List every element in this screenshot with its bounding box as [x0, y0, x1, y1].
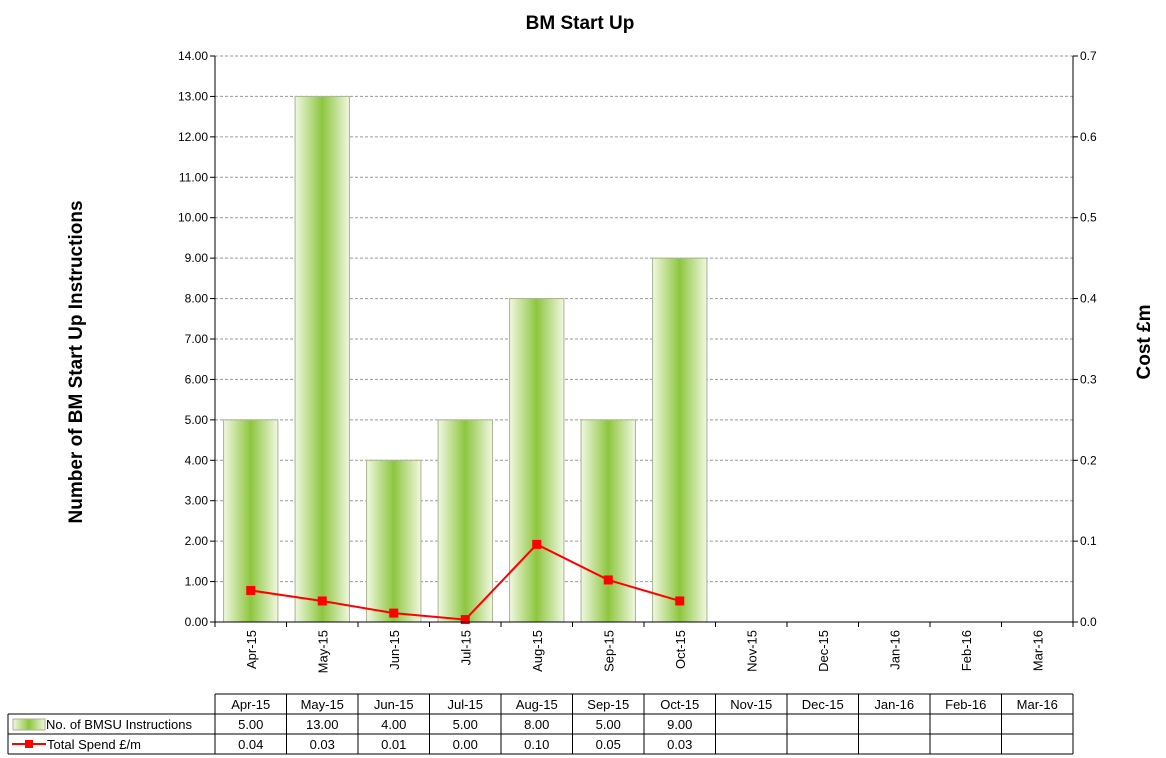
table-header-cell: May-15: [301, 697, 344, 712]
x-category-label: May-15: [315, 630, 330, 673]
left-tick-label: 11.00: [179, 170, 208, 184]
left-tick-label: 7.00: [185, 332, 209, 346]
table-header-cell: Sep-15: [587, 697, 629, 712]
left-tick-label: 0.00: [185, 615, 209, 629]
y-left-axis-title: Number of BM Start Up Instructions: [66, 200, 87, 523]
legend-bar-label: No. of BMSU Instructions: [46, 717, 192, 732]
table-header-cell: Dec-15: [802, 697, 844, 712]
chart-title: BM Start Up: [526, 13, 635, 34]
total-spend-marker: [532, 539, 542, 549]
bar-jul-15: [437, 419, 493, 623]
x-category-label: Jan-16: [887, 630, 902, 670]
table-header-cell: Apr-15: [231, 697, 270, 712]
right-tick-label: 0.2: [1080, 453, 1097, 467]
x-category-label: Aug-15: [530, 630, 545, 672]
x-category-label: Oct-15: [673, 630, 688, 669]
bars-series: [223, 95, 708, 623]
x-category-label: Apr-15: [244, 630, 259, 669]
left-tick-label: 13.00: [178, 89, 208, 103]
table-header-cell: Oct-15: [660, 697, 699, 712]
table-header-cell: Feb-16: [945, 697, 986, 712]
right-tick-label: 0.5: [1080, 211, 1097, 225]
bar-may-15: [294, 95, 350, 623]
left-tick-label: 5.00: [185, 413, 209, 427]
total-spend-marker: [460, 615, 470, 625]
table-value-cell: 0.04: [238, 737, 263, 752]
table-header-cell: Jan-16: [874, 697, 914, 712]
left-tick-label: 6.00: [185, 372, 209, 386]
table-header-cell: Mar-16: [1017, 697, 1058, 712]
bar-jun-15: [366, 459, 422, 623]
table-value-cell: 9.00: [667, 717, 692, 732]
table-value-cell: 0.03: [667, 737, 692, 752]
table-value-cell: 4.00: [381, 717, 406, 732]
left-tick-label: 9.00: [185, 251, 209, 265]
table-value-cell: 0.00: [453, 737, 478, 752]
left-tick-label: 12.00: [178, 130, 208, 144]
x-category-label: Nov-15: [744, 630, 759, 672]
table-value-cell: 5.00: [453, 717, 478, 732]
x-category-label: Dec-15: [816, 630, 831, 672]
total-spend-marker: [603, 575, 613, 585]
right-tick-label: 0.7: [1080, 49, 1097, 63]
gridlines: [215, 55, 1073, 583]
x-category-label: Jul-15: [458, 630, 473, 665]
y-right-axis-title: Cost £m: [1134, 305, 1155, 380]
table-value-cell: 8.00: [524, 717, 549, 732]
right-tick-label: 0.3: [1080, 372, 1097, 386]
legend-line-marker: [25, 740, 33, 748]
left-tick-label: 4.00: [185, 453, 209, 467]
axes: 0.00 1.00 2.00 3.00 4.00 5.00 6.00 7.00 8.00 9.00…: [178, 49, 1097, 673]
right-tick-label: 0.0: [1080, 615, 1097, 629]
right-tick-label: 0.4: [1080, 292, 1097, 306]
x-category-label: Sep-15: [601, 630, 616, 672]
legend-line-label: Total Spend £/m: [47, 737, 141, 752]
left-tick-label: 2.00: [185, 534, 209, 548]
total-spend-marker: [246, 585, 256, 595]
left-tick-label: 8.00: [185, 292, 209, 306]
table-header-cell: Jul-15: [448, 697, 483, 712]
table-value-cell: 0.03: [310, 737, 335, 752]
table-header-cell: Jun-15: [374, 697, 414, 712]
x-category-label: Mar-16: [1030, 630, 1045, 671]
right-tick-label: 0.1: [1080, 534, 1097, 548]
data-table: Apr-15 May-15 Jun-15 Jul-15 Aug-15 Sep-15 Oct-…: [7, 693, 1074, 755]
total-spend-marker: [317, 596, 327, 606]
left-tick-label: 3.00: [185, 494, 209, 508]
table-value-cell: 13.00: [306, 717, 339, 732]
left-tick-label: 10.00: [178, 211, 208, 225]
right-tick-label: 0.6: [1080, 130, 1097, 144]
table-value-cell: 0.10: [524, 737, 549, 752]
x-category-label: Jun-15: [387, 630, 402, 670]
bar-oct-15: [652, 257, 708, 623]
bar-aug-15: [509, 298, 565, 623]
table-value-cell: 0.01: [381, 737, 406, 752]
legend-bar-swatch: [12, 718, 46, 731]
left-tick-label: 1.00: [185, 575, 209, 589]
x-category-label: Feb-16: [959, 630, 974, 671]
bar-sep-15: [580, 419, 636, 623]
table-value-cell: 5.00: [238, 717, 263, 732]
line-series: [246, 539, 685, 625]
table-value-cell: 5.00: [596, 717, 621, 732]
table-value-cell: 0.05: [596, 737, 621, 752]
table-header-cell: Aug-15: [516, 697, 558, 712]
left-tick-label: 14.00: [178, 49, 208, 63]
total-spend-marker: [389, 608, 399, 618]
table-header-cell: Nov-15: [730, 697, 772, 712]
total-spend-marker: [675, 596, 685, 606]
